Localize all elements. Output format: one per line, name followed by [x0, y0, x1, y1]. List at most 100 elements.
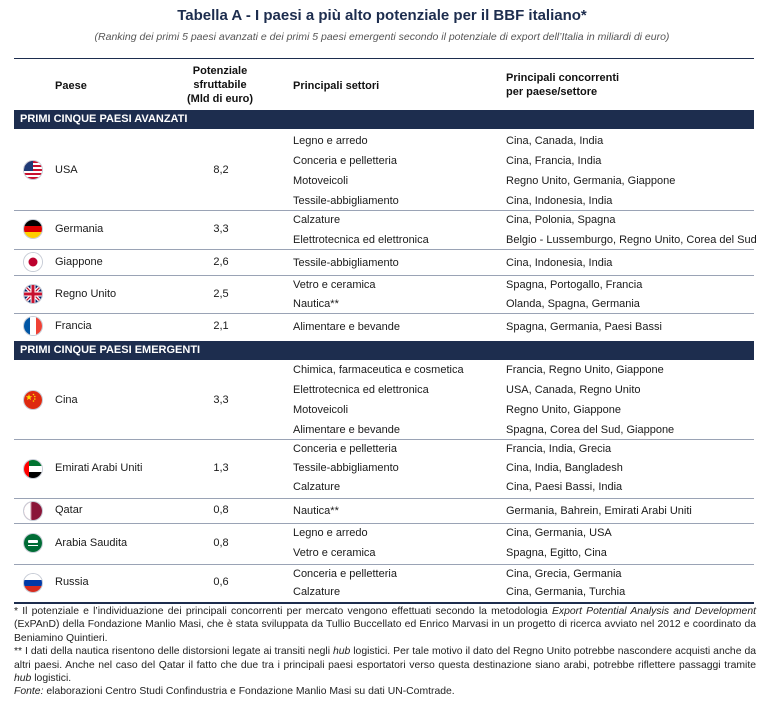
potential-value: 3,3 — [213, 223, 229, 235]
header-concorrenti: Principali concorrenti per paese/settore — [506, 71, 619, 99]
sector-item: Tessile-abbigliamento — [293, 257, 399, 269]
sector-item: Nautica** — [293, 298, 339, 310]
sector-item: Conceria e pelletteria — [293, 443, 397, 455]
uk-flag-icon — [24, 285, 42, 303]
sector-item: Chimica, farmaceutica e cosmetica — [293, 364, 464, 376]
sector-item: Calzature — [293, 481, 341, 493]
potential-value: 2,5 — [213, 288, 229, 300]
competitor-item: Spagna, Portogallo, Francia — [506, 279, 643, 291]
competitor-item: Regno Unito, Giappone — [506, 404, 621, 416]
table-row-russia: Russia 0,6 Conceria e pelletteria Calzat… — [14, 565, 754, 604]
competitor-item: Cina, Canada, India — [506, 135, 604, 147]
header-potenziale-line3: (Mld di euro) — [187, 93, 253, 105]
header-potenziale-line2: sfruttabile — [193, 79, 247, 91]
competitor-item: Spagna, Germania, Paesi Bassi — [506, 321, 662, 333]
country-name: Emirati Arabi Uniti — [55, 462, 143, 474]
potential-value: 3,3 — [213, 394, 229, 406]
competitor-item: Francia, Regno Unito, Giappone — [506, 364, 664, 376]
potential-value: 8,2 — [213, 164, 229, 176]
competitor-item: Spagna, Corea del Sud, Giappone — [506, 424, 675, 436]
sector-item: Vetro e ceramica — [293, 547, 376, 559]
competitor-item: Cina, India, Bangladesh — [506, 462, 623, 474]
sector-item: Alimentare e bevande — [293, 321, 401, 333]
header-concorrenti-line1: Principali concorrenti — [506, 72, 620, 84]
header-potenziale: Potenziale sfruttabile (Mld di euro) — [175, 64, 265, 106]
header-paese: Paese — [55, 80, 87, 92]
potential-value: 2,6 — [213, 256, 229, 268]
competitor-item: USA, Canada, Regno Unito — [506, 384, 641, 396]
footnote-2-emphasis-2: hub — [14, 673, 32, 685]
table-row-arabia-saudita: Arabia Saudita 0,8 Legno e arredo Vetro … — [14, 524, 754, 565]
country-name: Russia — [55, 576, 89, 588]
competitor-item: Cina, Grecia, Germania — [506, 568, 622, 580]
competitor-item: Cina, Polonia, Spagna — [506, 214, 616, 226]
sector-item: Calzature — [293, 586, 341, 598]
footnote-1-text: * Il potenziale e l’individuazione dei p… — [14, 606, 552, 617]
competitor-item: Cina, Germania, USA — [506, 527, 612, 539]
france-flag-icon — [24, 317, 42, 335]
competitor-item: Olanda, Spagna, Germania — [506, 298, 640, 310]
germany-flag-icon — [24, 220, 42, 238]
table-title: Tabella A - I paesi a più alto potenzial… — [177, 7, 587, 24]
russia-flag-icon — [24, 574, 42, 592]
section-label: PRIMI CINQUE PAESI EMERGENTI — [20, 344, 201, 356]
country-name: Regno Unito — [55, 288, 117, 300]
sector-item: Motoveicoli — [293, 404, 349, 416]
section-header-avanzati: PRIMI CINQUE PAESI AVANZATI — [14, 110, 754, 129]
country-name: USA — [55, 164, 78, 176]
country-name: Giappone — [55, 256, 103, 268]
sector-item: Legno e arredo — [293, 135, 368, 147]
uae-flag-icon — [24, 460, 42, 478]
sector-item: Elettrotecnica ed elettronica — [293, 234, 429, 246]
table-row-usa: USA 8,2 Legno e arredo Conceria e pellet… — [14, 130, 754, 211]
header-concorrenti-line2: per paese/settore — [506, 86, 598, 98]
sector-item: Tessile-abbigliamento — [293, 462, 399, 474]
competitor-item: Cina, Paesi Bassi, India — [506, 481, 623, 493]
table-row-germania: Germania 3,3 Calzature Elettrotecnica ed… — [14, 210, 757, 250]
sector-item: Nautica** — [293, 505, 339, 517]
usa-flag-icon — [24, 161, 42, 179]
footnote-2: ** I dati della nautica risentono delle … — [14, 645, 756, 685]
competitor-item: Francia, India, Grecia — [506, 443, 612, 455]
footnote-2-text-mid: logistici. Per tale motivo il dato del R… — [14, 646, 756, 671]
table-row-qatar: Qatar 0,8 Nautica** Germania, Bahrein, E… — [14, 499, 754, 524]
sector-item: Conceria e pelletteria — [293, 155, 397, 167]
sector-item: Motoveicoli — [293, 175, 349, 187]
competitor-item: Cina, Germania, Turchia — [506, 586, 626, 598]
competitor-item: Regno Unito, Germania, Giappone — [506, 175, 676, 187]
sector-item: Legno e arredo — [293, 527, 368, 539]
footnote-2-text: ** I dati della nautica risentono delle … — [14, 646, 333, 658]
source-note: Fonte: elaborazioni Centro Studi Confind… — [14, 685, 756, 698]
header-potenziale-line1: Potenziale — [192, 65, 248, 77]
table-row-giappone: Giappone 2,6 Tessile-abbigliamento Cina,… — [14, 250, 754, 276]
potential-value: 2,1 — [213, 320, 229, 332]
potential-value: 0,8 — [213, 537, 229, 549]
country-name: Arabia Saudita — [55, 537, 128, 549]
saudi-flag-icon — [24, 534, 42, 552]
potential-value: 0,8 — [213, 504, 229, 516]
table-row-francia: Francia 2,1 Alimentare e bevande Spagna,… — [14, 314, 754, 339]
source-text: elaborazioni Centro Studi Confindustria … — [43, 686, 455, 698]
competitor-item: Spagna, Egitto, Cina — [506, 547, 607, 559]
competitor-item: Cina, Francia, India — [506, 155, 602, 167]
japan-flag-icon — [24, 253, 42, 271]
footnotes: * Il potenziale e l’individuazione dei p… — [14, 605, 756, 699]
competitor-item: Germania, Bahrein, Emirati Arabi Uniti — [506, 505, 692, 517]
country-name: Francia — [55, 320, 92, 332]
footnote-2-emphasis: hub — [332, 646, 351, 658]
competitor-item: Belgio - Lussemburgo, Regno Unito, Corea… — [506, 234, 757, 246]
footnote-1: * Il potenziale e l’individuazione dei p… — [14, 605, 756, 645]
footnote-2-text-end: logistici. — [31, 673, 72, 685]
potential-value: 1,3 — [213, 462, 229, 474]
footnote-1-emphasis: Export Potential Analysis and Developmen… — [551, 606, 756, 617]
country-name: Cina — [55, 394, 78, 406]
source-label: Fonte: — [14, 686, 44, 698]
section-label: PRIMI CINQUE PAESI AVANZATI — [20, 113, 188, 125]
qatar-flag-icon — [24, 502, 42, 520]
table-row-cina: Cina 3,3 Chimica, farmaceutica e cosmeti… — [14, 361, 754, 440]
sector-item: Tessile-abbigliamento — [293, 195, 399, 207]
table-row-regno-unito: Regno Unito 2,5 Vetro e ceramica Nautica… — [14, 276, 754, 314]
header-top-rule — [14, 58, 754, 59]
country-name: Germania — [55, 223, 104, 235]
sector-item: Elettrotecnica ed elettronica — [293, 384, 429, 396]
